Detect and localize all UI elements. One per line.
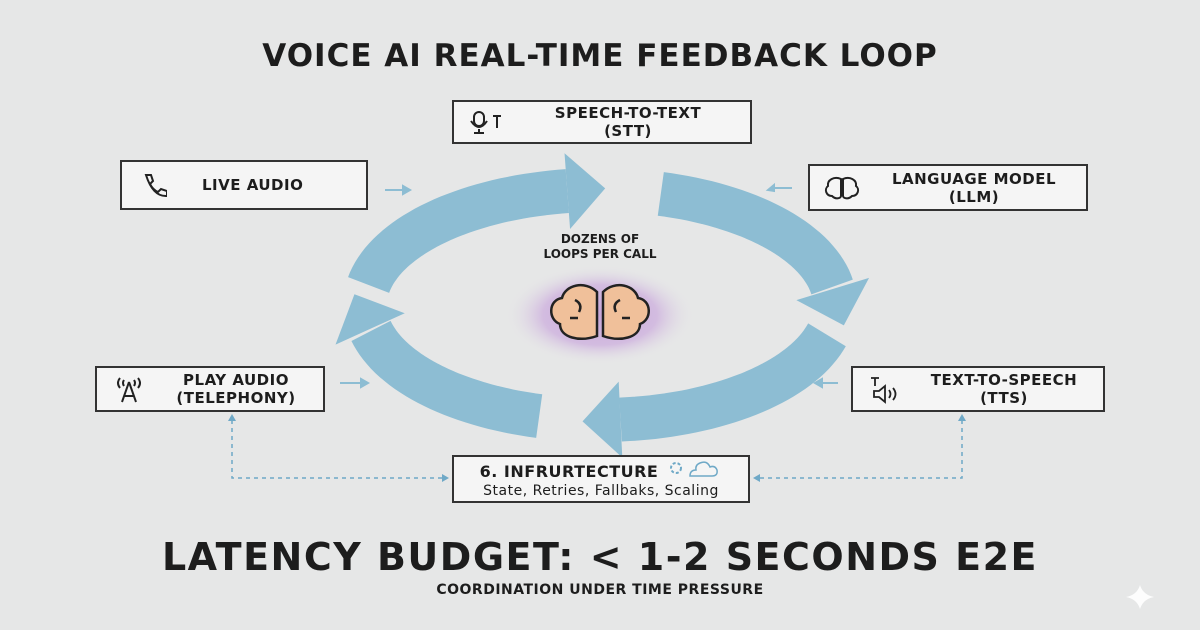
dashed-infra-connectors bbox=[231, 420, 963, 479]
loop-arc-3 bbox=[619, 323, 846, 442]
sparkle-icon bbox=[1126, 585, 1154, 609]
infra-label: 6. INFRURTECTURE bbox=[479, 461, 659, 481]
latency-subtitle: COORDINATION UNDER TIME PRESSURE bbox=[436, 582, 764, 598]
live-audio-label: LIVE AUDIO bbox=[202, 176, 304, 194]
node-stt[interactable]: SPEECH-TO-TEXT (STT) bbox=[452, 100, 752, 144]
speaker-icon bbox=[865, 374, 905, 404]
loop-arc-1 bbox=[348, 169, 569, 293]
feedback-loop-ring bbox=[335, 153, 870, 458]
llm-sublabel: (LLM) bbox=[948, 187, 1000, 206]
center-brain-icon bbox=[550, 283, 650, 340]
node-llm[interactable]: LANGUAGE MODEL (LLM) bbox=[808, 164, 1088, 211]
loop-arrowhead-3 bbox=[582, 381, 623, 458]
loop-center-label: DOZENS OF LOOPS PER CALL bbox=[520, 232, 680, 262]
center-line-1: DOZENS OF bbox=[560, 232, 640, 246]
antenna-icon bbox=[109, 374, 149, 404]
node-tts[interactable]: TEXT-TO-SPEECH (TTS) bbox=[851, 366, 1105, 412]
infra-sublabel: State, Retries, Fallbaks, Scaling bbox=[483, 483, 719, 499]
page-title: VOICE AI REAL-TIME FEEDBACK LOOP bbox=[262, 38, 938, 74]
play-audio-sublabel: (TELEPHONY) bbox=[176, 389, 296, 407]
loop-arrowhead-2 bbox=[796, 277, 870, 326]
loop-arrowhead-4 bbox=[335, 294, 405, 345]
node-play-audio[interactable]: PLAY AUDIO (TELEPHONY) bbox=[95, 366, 325, 412]
stt-label: SPEECH-TO-TEXT bbox=[554, 104, 702, 122]
tts-sublabel: (TTS) bbox=[980, 389, 1028, 407]
llm-label: LANGUAGE MODEL bbox=[891, 169, 1057, 188]
center-line-2: LOOPS PER CALL bbox=[543, 247, 657, 261]
latency-heading: LATENCY BUDGET: < 1-2 SECONDS E2E bbox=[161, 535, 1039, 579]
node-live-audio[interactable]: LIVE AUDIO bbox=[120, 160, 368, 210]
brain-glow bbox=[505, 265, 695, 365]
play-audio-label: PLAY AUDIO bbox=[183, 371, 289, 389]
gear-cloud-icon bbox=[666, 459, 722, 483]
loop-arrowhead-1 bbox=[564, 153, 606, 230]
loop-arc-4 bbox=[351, 320, 543, 438]
phone-icon bbox=[134, 172, 174, 198]
tts-label: TEXT-TO-SPEECH bbox=[930, 371, 1078, 389]
brain-icon bbox=[822, 175, 862, 201]
node-infrastructure[interactable]: 6. INFRURTECTURE State, Retries, Fallbak… bbox=[452, 455, 750, 503]
stt-sublabel: (STT) bbox=[604, 122, 652, 140]
microphone-icon bbox=[466, 109, 506, 135]
connector-arrows bbox=[340, 182, 838, 389]
loop-arc-2 bbox=[657, 172, 853, 295]
